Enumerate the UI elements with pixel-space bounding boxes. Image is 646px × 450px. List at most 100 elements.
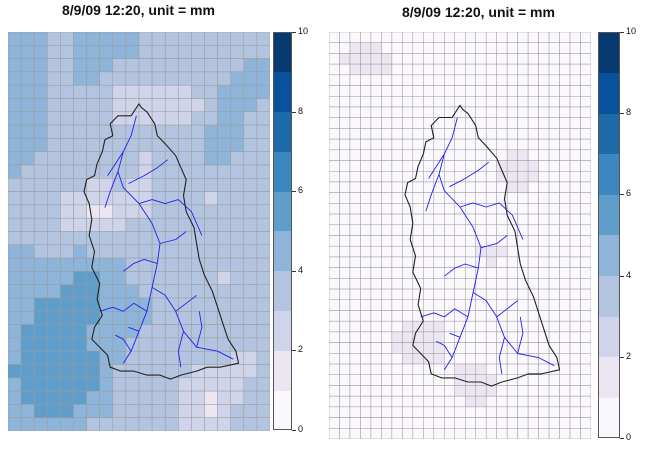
rainfall-cell bbox=[86, 45, 100, 59]
rainfall-cell bbox=[99, 324, 114, 339]
rainfall-cell bbox=[548, 320, 560, 333]
rainfall-cell bbox=[475, 32, 487, 43]
rainfall-cell bbox=[349, 374, 361, 386]
rainfall-cell bbox=[412, 406, 424, 418]
river-segment bbox=[428, 153, 445, 179]
rainfall-cell bbox=[381, 395, 393, 408]
rainfall-cell bbox=[506, 278, 518, 290]
rainfall-cell bbox=[412, 106, 424, 118]
rainfall-cell bbox=[73, 217, 87, 232]
rainfall-cell bbox=[423, 363, 435, 375]
rainfall-cell bbox=[580, 374, 591, 386]
rainfall-cell bbox=[329, 74, 340, 86]
rainfall-cell bbox=[99, 244, 114, 259]
rainfall-cell bbox=[8, 364, 22, 379]
rainfall-cell bbox=[243, 151, 258, 166]
rainfall-cell bbox=[527, 245, 539, 258]
rainfall-cell bbox=[99, 164, 114, 179]
rainfall-cell bbox=[433, 235, 445, 247]
rainfall-cell bbox=[99, 32, 114, 46]
rainfall-cell bbox=[506, 149, 518, 161]
rainfall-cell bbox=[217, 98, 231, 113]
rainfall-cell bbox=[548, 245, 560, 258]
rainfall-cell bbox=[329, 310, 340, 322]
rainfall-cell bbox=[191, 178, 205, 192]
rainfall-cell bbox=[8, 191, 22, 206]
rainfall-cell bbox=[217, 138, 231, 152]
rainfall-cell bbox=[191, 390, 205, 405]
rainfall-cell bbox=[454, 299, 466, 311]
rainfall-cell bbox=[8, 98, 22, 113]
rainfall-cell bbox=[360, 353, 372, 365]
rainfall-cell bbox=[112, 284, 127, 299]
rainfall-cell bbox=[381, 181, 393, 193]
colorbar-tick-mark bbox=[292, 350, 296, 352]
rainfall-cell bbox=[485, 160, 497, 172]
rainfall-cell bbox=[433, 385, 445, 397]
rainfall-cell bbox=[391, 181, 403, 193]
rainfall-cell bbox=[423, 160, 435, 172]
rainfall-cell bbox=[60, 204, 74, 219]
rainfall-cell bbox=[454, 278, 466, 290]
rainfall-cell bbox=[47, 138, 61, 152]
rainfall-cell bbox=[381, 235, 393, 247]
rainfall-cell bbox=[527, 278, 539, 290]
rainfall-cell bbox=[370, 224, 382, 236]
colorbar-tick-label: 10 bbox=[626, 26, 637, 36]
rainfall-cell bbox=[370, 310, 382, 322]
rainfall-cell bbox=[178, 404, 192, 418]
rainfall-cell bbox=[370, 406, 382, 418]
rainfall-cell bbox=[370, 74, 382, 86]
colorbar-tick-mark bbox=[620, 113, 624, 115]
rainfall-cell bbox=[99, 417, 114, 431]
rainfall-cell bbox=[538, 74, 550, 86]
rainfall-cell bbox=[517, 160, 529, 172]
rainfall-cell bbox=[339, 363, 351, 375]
rainfall-cell bbox=[360, 363, 372, 375]
rainfall-cell bbox=[243, 404, 258, 418]
rainfall-cell bbox=[538, 192, 550, 204]
rainfall-cell bbox=[496, 213, 508, 226]
rainfall-cell bbox=[360, 128, 372, 140]
rainfall-cell bbox=[370, 203, 382, 215]
rainfall-cell bbox=[349, 320, 361, 333]
rainfall-cell bbox=[527, 85, 539, 97]
rainfall-cell bbox=[20, 138, 35, 152]
rainfall-cell bbox=[559, 224, 571, 236]
rainfall-cell bbox=[580, 363, 591, 375]
rainfall-cell bbox=[580, 320, 591, 333]
rainfall-cell bbox=[360, 417, 372, 429]
rainfall-cell bbox=[349, 385, 361, 397]
rainfall-cell bbox=[569, 181, 581, 193]
rainfall-cell bbox=[391, 224, 403, 236]
river-segment bbox=[123, 258, 158, 272]
rainfall-cell bbox=[33, 217, 48, 232]
rainfall-cell bbox=[8, 217, 22, 232]
rainfall-cell bbox=[178, 244, 192, 259]
rainfall-cell bbox=[412, 181, 424, 193]
rainfall-cell bbox=[464, 235, 476, 247]
rainfall-cell bbox=[243, 350, 258, 365]
rainfall-cell bbox=[580, 299, 591, 311]
rainfall-cell bbox=[217, 390, 231, 405]
rainfall-cell bbox=[20, 164, 35, 179]
rainfall-cell bbox=[391, 278, 403, 290]
rainfall-cell bbox=[527, 181, 539, 193]
rainfall-cell bbox=[464, 428, 476, 439]
rainfall-cell bbox=[485, 181, 497, 193]
rainfall-cell bbox=[381, 149, 393, 161]
rainfall-cell bbox=[138, 32, 153, 46]
rainfall-cell bbox=[538, 32, 550, 43]
rainfall-cell bbox=[125, 138, 140, 152]
rainfall-cell bbox=[402, 256, 414, 268]
rainfall-cell bbox=[464, 53, 476, 65]
river-segment bbox=[115, 334, 132, 352]
colorbar-tick-mark bbox=[620, 194, 624, 196]
rainfall-cell bbox=[444, 224, 456, 236]
rainfall-cell bbox=[243, 311, 258, 325]
rainfall-cell bbox=[433, 106, 445, 118]
rainfall-cell bbox=[423, 331, 435, 343]
rainfall-cell bbox=[349, 213, 361, 226]
rainfall-cell bbox=[99, 231, 114, 246]
rainfall-cell bbox=[256, 350, 270, 365]
